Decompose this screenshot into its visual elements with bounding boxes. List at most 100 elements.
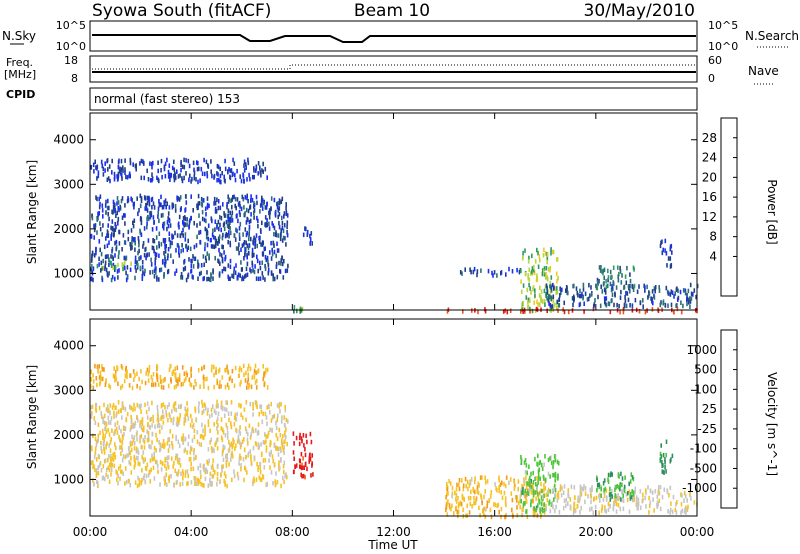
data-cell [574,508,577,514]
data-cell [492,273,494,278]
data-cell [196,478,199,483]
data-cell [264,255,267,260]
data-cell [577,495,579,500]
data-cell [528,277,531,282]
data-cell [615,501,618,507]
data-cell [190,466,192,472]
data-cell [543,488,545,493]
data-cell [193,256,195,261]
data-cell [240,367,243,373]
data-cell [126,453,128,458]
data-cell [240,466,242,472]
data-cell [253,476,255,481]
data-cell [93,454,96,460]
data-cell [141,445,143,450]
data-cell [140,232,143,237]
data-cell [131,197,133,203]
data-cell [233,415,236,421]
data-cell [265,205,268,210]
data-cell [217,411,220,416]
data-cell [198,401,200,406]
data-cell [579,484,582,490]
data-cell [278,206,281,211]
data-cell [659,302,662,308]
data-cell [146,216,148,221]
data-cell [216,241,219,246]
data-cell [130,414,132,420]
data-cell [162,438,165,444]
data-cell [169,363,172,369]
data-cell [200,270,202,276]
data-cell [190,216,192,221]
data-cell [248,243,250,248]
data-cell [284,236,286,241]
data-cell [204,403,206,408]
data-cell [541,466,544,471]
data-cell [612,280,614,285]
data-cell [164,463,166,469]
data-cell [113,233,115,238]
data-cell [611,292,614,297]
data-cell [221,269,224,274]
data-cell [665,452,667,458]
data-cell [94,223,97,228]
data-cell [217,219,220,225]
data-cell [534,490,537,495]
data-cell [232,274,235,279]
data-cell [223,266,225,272]
data-cell [200,442,203,447]
data-cell [207,276,210,282]
data-cell [264,457,267,463]
data-cell [255,477,258,482]
data-cell [106,158,109,163]
nsky-panel [89,20,698,52]
data-cell [112,402,115,408]
data-cell [177,196,180,201]
data-cell [104,421,107,426]
data-cell [103,450,106,455]
data-cell [103,447,105,452]
data-cell [96,263,99,269]
data-cell [186,247,189,252]
data-cell [455,487,458,492]
data-cell [586,297,589,302]
data-cell [273,462,276,467]
data-cell [146,429,148,434]
data-cell [533,506,535,511]
data-cell [90,258,93,263]
data-cell [266,175,268,180]
data-cell [201,410,204,416]
data-cell [529,475,531,481]
data-cell [107,223,109,228]
data-cell [278,220,280,226]
data-cell [128,447,130,452]
data-cell [161,443,164,449]
data-cell [161,425,163,430]
data-cell [182,247,184,253]
data-cell [246,380,249,385]
data-cell [613,302,615,308]
data-cell [496,488,498,493]
data-cell [108,454,110,459]
data-cell [250,460,253,465]
data-cell [211,481,213,486]
data-cell [624,274,627,279]
data-cell [266,255,269,261]
data-cell [521,490,523,495]
data-cell [246,177,248,182]
data-cell [549,267,551,273]
data-cell [627,297,630,303]
data-cell [216,163,219,169]
data-cell [185,277,188,283]
data-cell [598,482,601,487]
data-cell [155,432,157,438]
data-cell [524,501,526,506]
data-cell [177,381,179,387]
data-cell [190,446,193,452]
data-cell [153,476,156,481]
data-cell [206,205,209,210]
data-cell [304,447,306,452]
data-cell [208,414,211,419]
cpid-panel [89,87,698,111]
